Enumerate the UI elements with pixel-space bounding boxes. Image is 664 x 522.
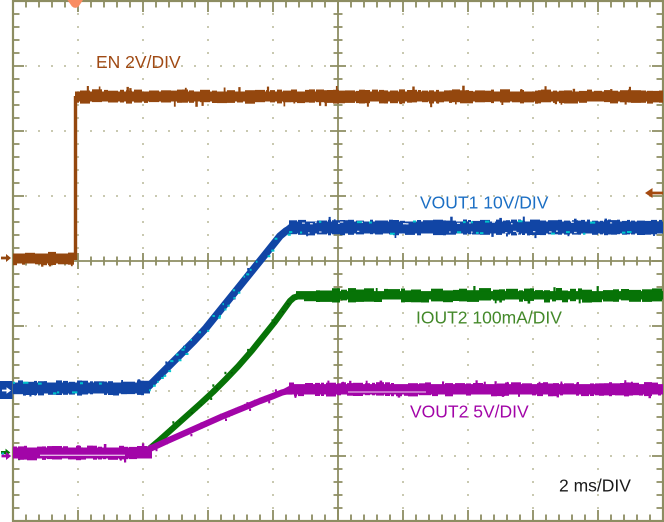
svg-text:2 ms/DIV: 2 ms/DIV (559, 476, 631, 496)
svg-text:EN 2V/DIV: EN 2V/DIV (96, 52, 181, 72)
svg-text:VOUT2 5V/DIV: VOUT2 5V/DIV (410, 402, 529, 422)
svg-text:VOUT1 10V/DIV: VOUT1 10V/DIV (420, 193, 549, 213)
svg-text:IOUT2 100mA/DIV: IOUT2 100mA/DIV (416, 308, 562, 328)
